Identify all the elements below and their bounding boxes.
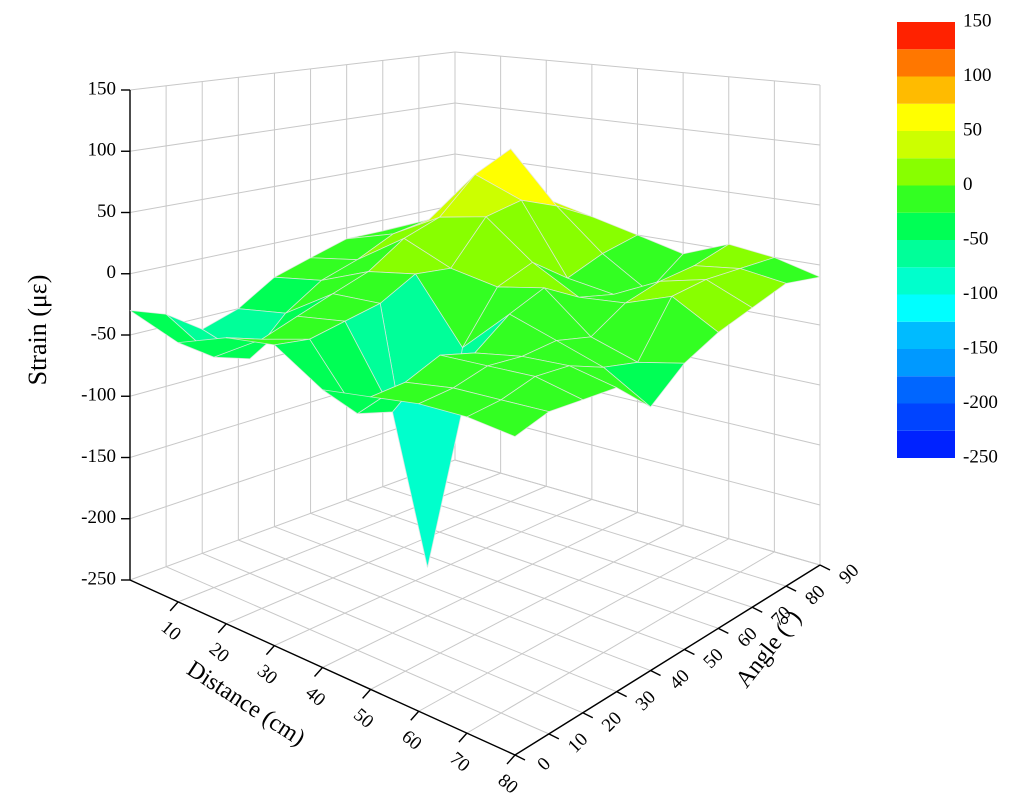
- z-tick-label: -150: [81, 446, 116, 467]
- colorbar-band: [897, 403, 955, 431]
- x-tick-label: 70: [446, 748, 474, 776]
- z-tick-label: -200: [81, 507, 116, 528]
- x-tick: [313, 667, 324, 677]
- colorbar-tick-label: -100: [963, 283, 998, 304]
- y-tick-label: 50: [699, 644, 727, 672]
- y-tick-label: 40: [666, 666, 694, 694]
- colorbar-tick-label: -50: [963, 228, 988, 249]
- grid-line: [129, 204, 456, 275]
- x-tick: [217, 623, 227, 634]
- colorbar-band: [897, 240, 955, 268]
- y-tick: [684, 648, 695, 656]
- colorbar-band: [897, 321, 955, 349]
- x-tick: [506, 754, 516, 765]
- y-tick: [582, 712, 594, 719]
- x-tick-label: 30: [253, 661, 281, 689]
- x-tick: [362, 688, 372, 699]
- colorbar-band: [897, 376, 955, 404]
- z-tick-label: -250: [81, 568, 116, 589]
- colorbar-tick-label: 150: [963, 10, 992, 31]
- colorbar-band: [897, 185, 955, 213]
- y-tick: [514, 754, 526, 761]
- x-tick-label: 40: [301, 682, 329, 710]
- x-tick-label: 20: [205, 639, 233, 667]
- colorbar-band: [897, 158, 955, 186]
- grid-line: [129, 459, 456, 581]
- colorbar-band: [897, 430, 955, 458]
- x-tick: [458, 732, 468, 743]
- colorbar-band: [897, 131, 955, 159]
- y-tick: [785, 585, 797, 592]
- y-tick: [751, 606, 763, 613]
- x-tick: [410, 710, 420, 721]
- colorbar-tick-label: 100: [963, 65, 992, 86]
- x-tick: [265, 645, 275, 656]
- colorbar-tick-label: -200: [963, 392, 998, 413]
- z-axis-label: Strain (με): [23, 275, 52, 386]
- x-tick-label: 10: [157, 617, 185, 645]
- grid-line: [466, 551, 775, 734]
- z-tick-label: -100: [81, 385, 116, 406]
- colorbar-band: [897, 22, 955, 50]
- colorbar-band: [897, 76, 955, 104]
- x-tick-label: 50: [349, 704, 377, 732]
- y-tick: [718, 627, 729, 634]
- grid-line: [129, 153, 456, 213]
- colorbar-band: [897, 349, 955, 377]
- y-tick-label: 80: [801, 581, 829, 609]
- z-tick-label: -50: [91, 323, 116, 344]
- y-tick-label: 20: [598, 708, 626, 736]
- grid-line: [370, 525, 684, 690]
- y-tick: [548, 733, 560, 740]
- x-axis-label: Distance (cm): [182, 656, 310, 751]
- surface-cell: [465, 399, 550, 437]
- colorbar-tick-label: 0: [963, 174, 973, 195]
- grid-line: [418, 538, 729, 712]
- z-tick-label: 50: [97, 201, 116, 222]
- colorbar-tick-label: 50: [963, 119, 982, 140]
- colorbar-band: [897, 103, 955, 131]
- colorbar-band: [897, 212, 955, 240]
- grid-line: [177, 472, 501, 603]
- y-tick: [650, 669, 661, 677]
- z-tick-label: 150: [88, 78, 117, 99]
- colorbar-band: [897, 267, 955, 295]
- y-tick: [616, 691, 627, 698]
- grid-line: [129, 51, 456, 91]
- grid-line: [322, 512, 638, 668]
- colorbar-band: [897, 49, 955, 77]
- x-tick-label: 80: [494, 770, 522, 798]
- y-tick: [819, 564, 831, 571]
- z-tick-label: 100: [88, 140, 117, 161]
- colorbar-tick-label: -150: [963, 337, 998, 358]
- y-tick-label: 0: [533, 753, 555, 775]
- grid-line: [226, 485, 547, 625]
- x-tick: [169, 601, 179, 612]
- grid-line: [129, 102, 456, 152]
- colorbar-tick-label: -250: [963, 446, 998, 467]
- y-tick-label: 30: [632, 687, 660, 715]
- z-tick-label: 0: [107, 262, 117, 283]
- x-tick-label: 60: [397, 726, 425, 754]
- y-tick-label: 90: [835, 560, 863, 588]
- y-tick-label: 10: [564, 729, 592, 757]
- y-axis: [514, 564, 821, 756]
- colorbar-band: [897, 294, 955, 322]
- grid-line: [274, 498, 593, 647]
